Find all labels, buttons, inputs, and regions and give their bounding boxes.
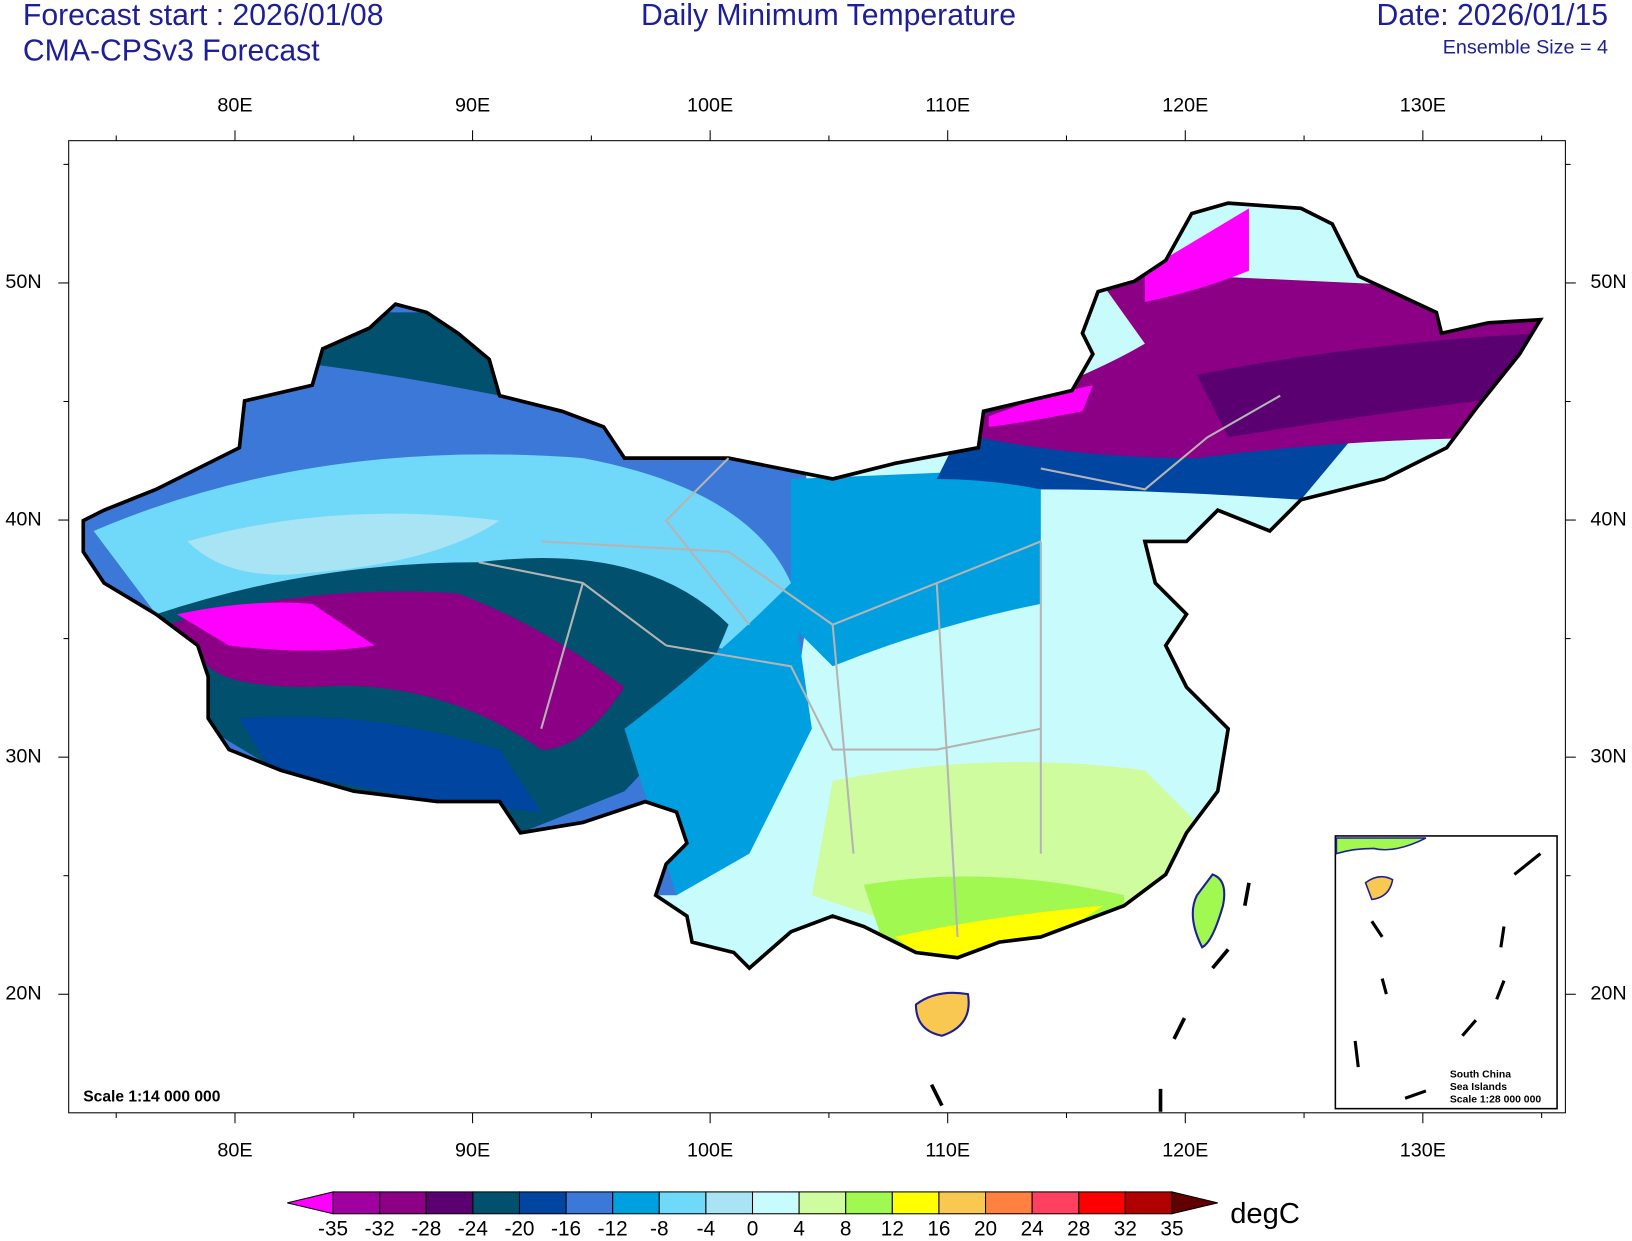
colorbar-label: -16	[551, 1217, 581, 1240]
x-tick-label: 80E	[217, 95, 252, 117]
x-tick-label: 110E	[925, 95, 970, 117]
x-tick-label: 120E	[1162, 95, 1208, 117]
colorbar-label: -35	[318, 1217, 348, 1240]
colorbar-label: 20	[974, 1217, 997, 1240]
inset-dash-line	[1353, 852, 1542, 1100]
colorbar-label: 24	[1021, 1217, 1044, 1240]
x-tick-label: 100E	[687, 1140, 733, 1162]
y-tick-label: 20N	[5, 982, 41, 1004]
colorbar-triangle	[1171, 1191, 1218, 1215]
model-name: CMA-CPSv3 Forecast	[23, 35, 320, 68]
hainan	[914, 991, 970, 1037]
colorbar-unit: degC	[1230, 1198, 1300, 1230]
date: Date: 2026/01/15	[1377, 0, 1609, 32]
x-tick-label: 110E	[925, 1140, 970, 1162]
ensemble-size: Ensemble Size = 4	[1443, 36, 1608, 58]
colorbar-box	[798, 1191, 847, 1215]
y-tick-label: 30N	[1590, 745, 1626, 767]
colorbar-box	[472, 1191, 521, 1215]
colorbar-box	[845, 1191, 893, 1215]
colorbar-label: -24	[458, 1217, 488, 1240]
inset-frame	[1334, 835, 1558, 1110]
colorbar-label: -20	[504, 1217, 534, 1240]
colorbar-box	[425, 1191, 474, 1215]
y-tick-label: 40N	[5, 508, 41, 530]
y-tick-label: 50N	[5, 271, 41, 293]
colorbar-box	[518, 1191, 567, 1215]
x-tick-label: 100E	[687, 95, 733, 117]
x-tick-label: 90E	[455, 95, 490, 117]
colorbar-label: -28	[411, 1217, 441, 1240]
x-tick-label: 130E	[1400, 1140, 1446, 1162]
colorbar-label: 12	[881, 1217, 904, 1240]
colorbar-label: 16	[927, 1217, 950, 1240]
colorbar-box	[658, 1191, 707, 1215]
colorbar-triangle	[287, 1191, 334, 1215]
inset-hainan	[1364, 875, 1394, 901]
colorbar-label: 28	[1067, 1217, 1090, 1240]
colorbar-label: 35	[1160, 1217, 1183, 1240]
province-borders	[478, 394, 1281, 937]
map-scale: Scale 1:14 000 000	[83, 1088, 220, 1105]
colorbar-box	[1031, 1191, 1080, 1215]
colorbar-box	[751, 1191, 800, 1215]
colorbar-box	[705, 1191, 754, 1215]
colorbar-box	[332, 1191, 381, 1215]
colorbar-label: 4	[793, 1217, 805, 1240]
map-title: Daily Minimum Temperature	[641, 0, 1016, 32]
colorbar-box	[565, 1191, 614, 1215]
taiwan	[1191, 873, 1226, 949]
inset-scale: Scale 1:28 000 000	[1450, 1094, 1542, 1105]
colorbar-label: -12	[598, 1217, 628, 1240]
colorbar-box	[1124, 1191, 1173, 1215]
y-tick-label: 30N	[5, 745, 41, 767]
x-tick-label: 130E	[1400, 95, 1446, 117]
x-tick-label: 90E	[455, 1140, 490, 1162]
inset-coast	[1335, 837, 1427, 855]
y-tick-label: 40N	[1590, 508, 1626, 530]
colorbar-label: 0	[747, 1217, 759, 1240]
x-tick-label: 80E	[217, 1140, 252, 1162]
x-tick-label: 120E	[1162, 1140, 1208, 1162]
nine-dash-line	[929, 882, 1251, 1112]
colorbar-label: -32	[365, 1217, 395, 1240]
colorbar-label: 32	[1114, 1217, 1137, 1240]
colorbar-box	[891, 1191, 940, 1215]
y-tick-label: 20N	[1590, 982, 1626, 1004]
colorbar-box	[985, 1191, 1033, 1215]
inset-label: South China	[1450, 1069, 1511, 1080]
forecast-start: Forecast start : 2026/01/08	[23, 0, 384, 32]
colorbar-box	[379, 1191, 427, 1215]
colorbar-box	[1078, 1191, 1126, 1215]
colorbar-box	[938, 1191, 987, 1215]
colorbar-label: 8	[840, 1217, 852, 1240]
colorbar-box	[612, 1191, 660, 1215]
colorbar-label: -4	[697, 1217, 716, 1240]
inset-label: Sea Islands	[1450, 1082, 1507, 1093]
colorbar-label: -8	[650, 1217, 669, 1240]
y-tick-label: 50N	[1590, 271, 1626, 293]
